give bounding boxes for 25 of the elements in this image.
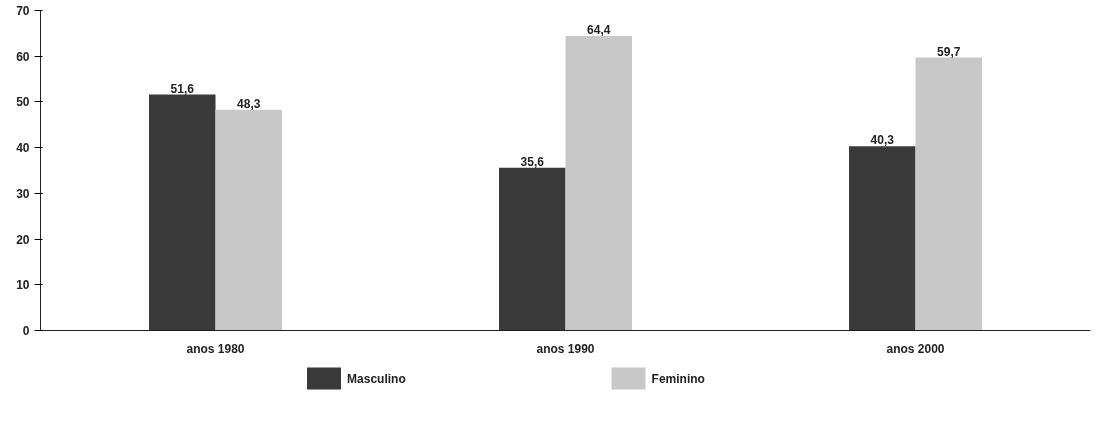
y-tick-label: 20 bbox=[16, 232, 30, 247]
data-label: 59,7 bbox=[937, 44, 961, 59]
y-tick-label: 60 bbox=[16, 49, 30, 64]
bar bbox=[565, 36, 632, 331]
legend-label: Feminino bbox=[651, 371, 705, 386]
y-tick-label: 40 bbox=[16, 141, 30, 156]
bar bbox=[849, 146, 916, 331]
bar bbox=[149, 94, 216, 331]
legend-label: Masculino bbox=[347, 371, 406, 386]
y-tick-label: 70 bbox=[16, 4, 30, 18]
x-tick-label: anos 2000 bbox=[886, 341, 945, 356]
data-label: 51,6 bbox=[170, 81, 195, 96]
y-tick-label: 10 bbox=[16, 278, 30, 293]
y-tick-label: 50 bbox=[16, 95, 30, 110]
bar bbox=[499, 167, 566, 331]
data-label: 35,6 bbox=[520, 154, 545, 169]
data-label: 48,3 bbox=[237, 96, 261, 111]
y-tick-label: 30 bbox=[16, 186, 30, 201]
bar bbox=[915, 57, 982, 331]
x-tick-label: anos 1980 bbox=[186, 341, 245, 356]
x-tick-label: anos 1990 bbox=[536, 341, 595, 356]
bar bbox=[215, 109, 282, 331]
data-label: 40,3 bbox=[870, 133, 895, 148]
data-label: 64,4 bbox=[587, 23, 611, 38]
y-tick-label: 0 bbox=[22, 324, 30, 338]
